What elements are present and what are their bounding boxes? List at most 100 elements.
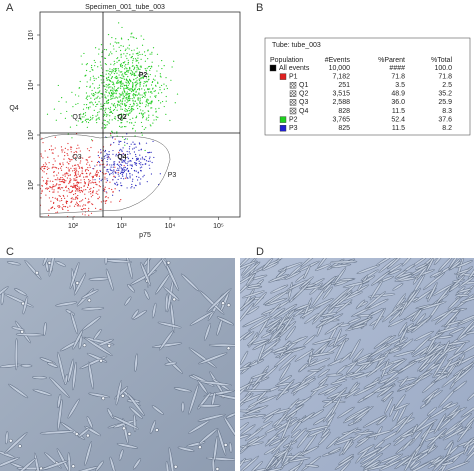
event-dot [146,181,148,183]
event-dot [124,68,126,70]
event-dot [109,181,111,183]
cell [93,329,102,341]
cell [67,358,74,383]
event-dot [123,78,126,80]
cell [419,423,433,447]
event-dot [34,191,35,192]
event-dot [37,188,38,189]
cell [419,362,430,372]
event-dot [120,45,122,47]
event-dot [70,151,72,153]
event-dot [119,77,121,79]
event-dot [105,70,107,72]
event-dot [86,63,88,65]
gate-label: P3 [168,172,177,179]
event-dot [137,104,139,106]
event-dot [26,183,27,184]
event-dot [121,66,123,68]
gate-label: Q1 [72,114,81,121]
event-dot [124,72,126,74]
event-dot [124,116,126,118]
event-dot [72,186,75,188]
event-dot [65,185,67,187]
y-axis-label: Q4 [9,105,18,112]
event-dot [133,37,135,39]
event-dot [80,55,82,57]
event-dot [165,95,167,98]
event-dot [70,185,72,187]
cell [240,260,258,271]
cell [399,376,409,387]
event-dot [71,159,73,161]
event-dot [157,65,160,67]
cell [309,409,325,419]
event-dot [120,140,122,143]
event-dot [71,190,74,192]
cell [0,286,9,300]
event-dot [114,188,116,190]
event-dot [131,71,133,73]
event-dot [145,142,148,144]
round-cell [155,428,159,432]
cell [345,372,365,378]
event-dot [73,154,75,156]
cell [268,307,286,321]
event-dot [80,189,83,192]
event-dot [113,103,116,105]
event-dot [128,105,130,108]
event-dot [101,178,103,180]
event-dot [98,175,101,177]
event-dot [52,196,54,199]
population-name: Q1 [299,82,308,89]
event-dot [118,175,120,177]
cell [152,302,157,319]
event-dot [85,103,88,106]
event-dot [62,208,64,210]
event-dot [110,77,112,80]
event-dot [25,167,26,168]
event-dot [48,190,51,192]
cell: 52.4 [391,116,405,123]
event-dot [155,110,157,112]
event-dot [90,196,92,198]
event-dot [171,66,173,68]
event-dot [76,181,78,183]
cell: 828 [338,108,350,115]
event-dot [111,76,113,78]
event-dot [136,76,138,78]
cell [248,359,265,367]
cell [262,408,282,419]
event-dot [55,184,57,186]
event-dot [89,116,92,118]
event-dot [127,70,129,72]
event-dot [78,167,80,169]
event-dot [100,201,102,203]
cell [215,393,235,402]
event-dot [96,103,99,105]
event-dot [94,61,96,64]
event-dot [51,186,53,189]
event-dot [130,89,132,91]
event-dot [122,77,124,79]
event-dot [105,49,108,51]
event-dot [151,161,153,164]
event-dot [120,77,123,79]
event-dot [105,113,107,115]
event-dot [129,54,131,56]
event-dot [119,71,121,73]
event-dot [84,112,87,114]
cell [279,363,291,381]
event-dot [113,60,115,62]
event-dot [69,146,72,148]
event-dot [148,152,150,154]
cell [378,258,398,273]
event-dot [21,203,22,204]
cell [43,322,47,336]
event-dot [118,101,120,103]
cell [397,322,408,337]
cell [462,437,474,448]
event-dot [118,22,120,24]
event-dot [90,67,93,69]
event-dot [137,60,139,62]
event-dot [38,197,39,198]
